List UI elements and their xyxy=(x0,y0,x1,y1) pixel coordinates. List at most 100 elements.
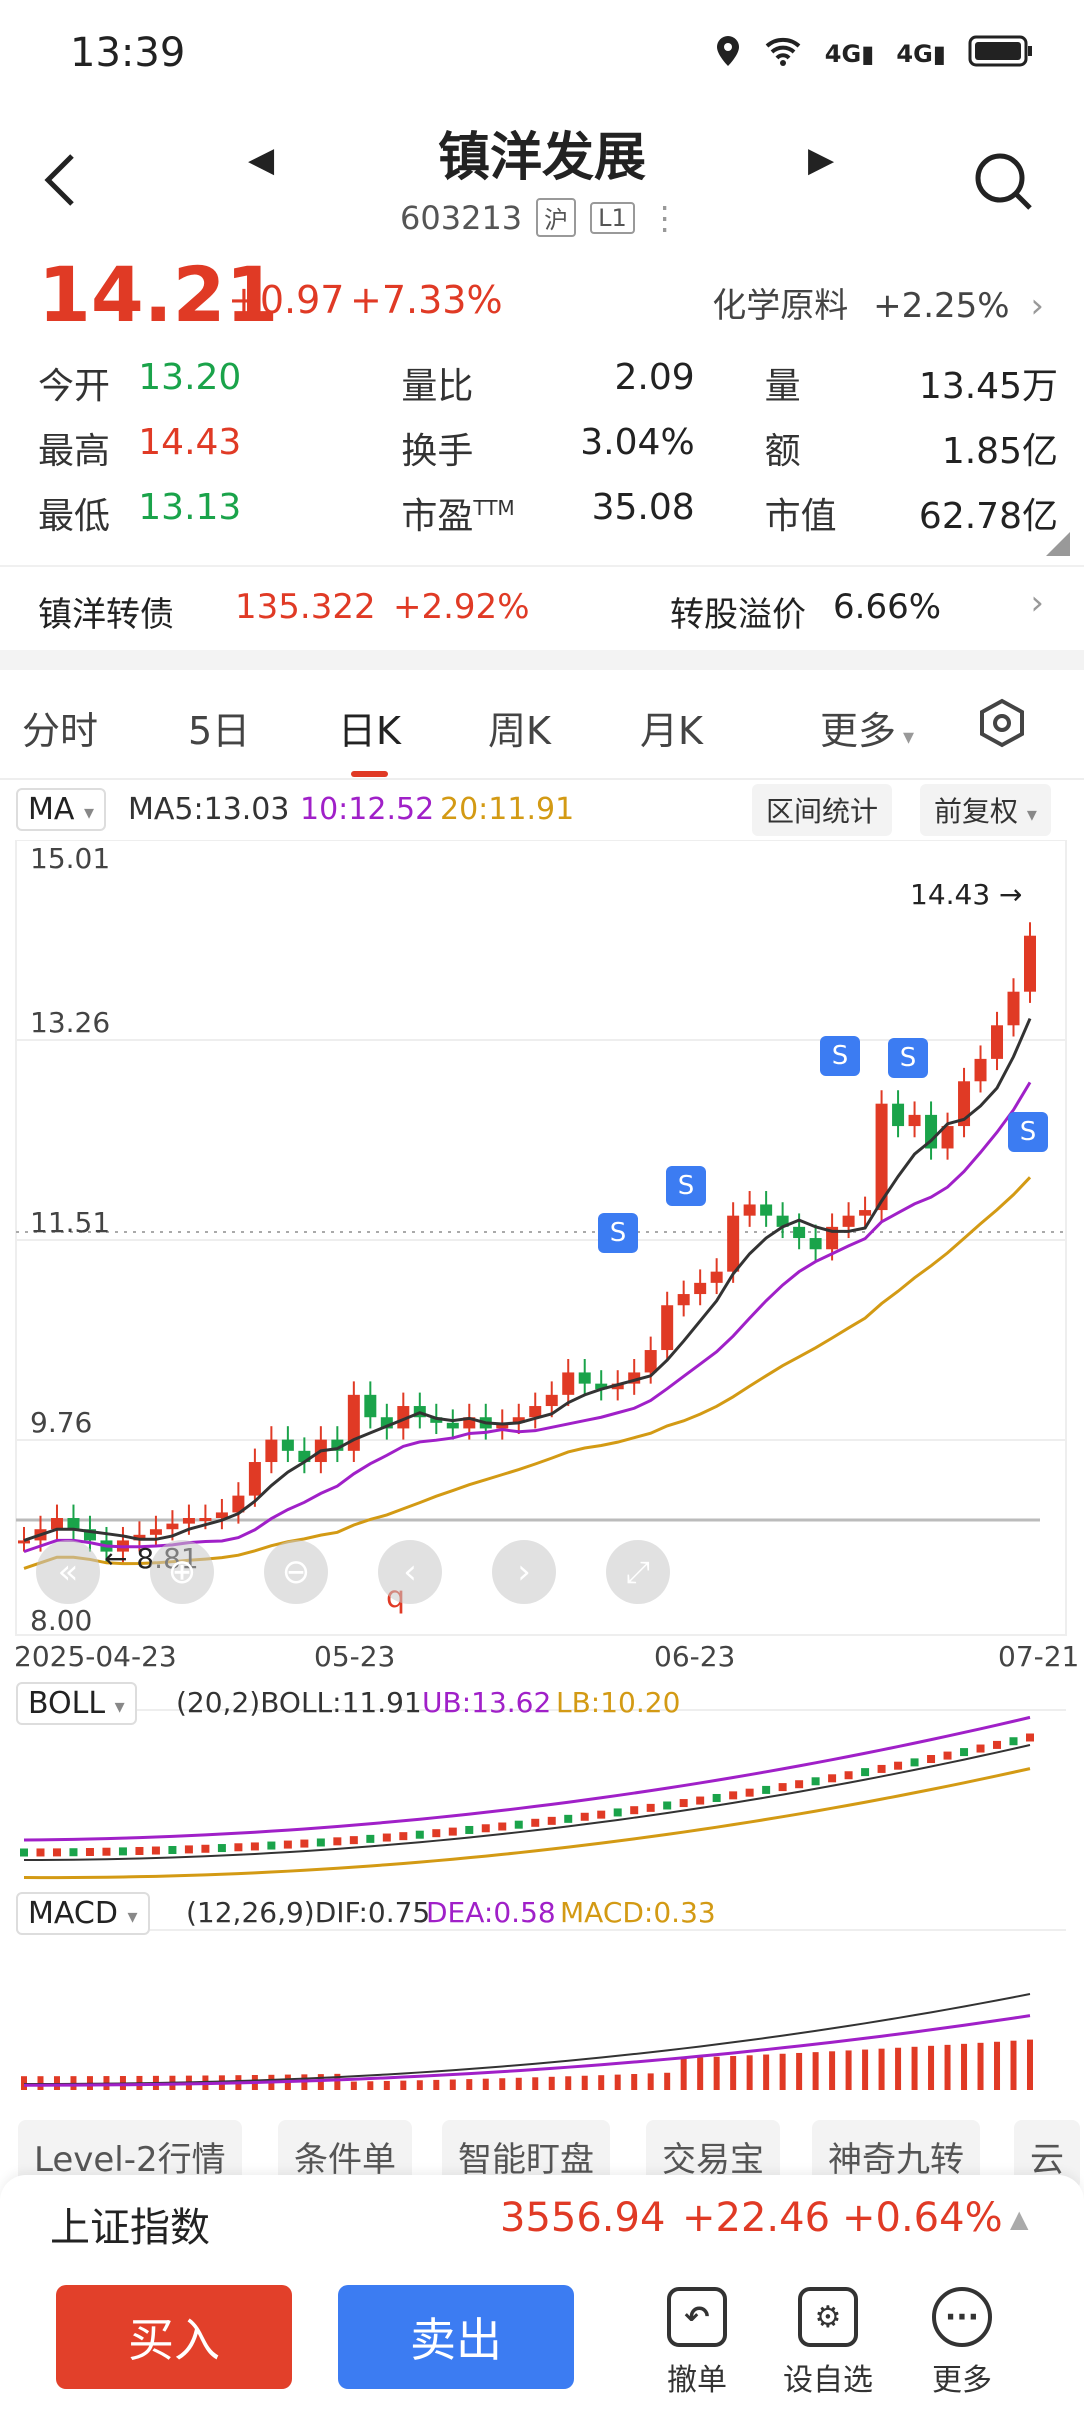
candle-body xyxy=(941,1126,954,1149)
chevron-right-icon: › xyxy=(1030,286,1044,326)
left-icon[interactable]: ‹ xyxy=(378,1540,442,1604)
caret-up-icon[interactable]: ▲ xyxy=(1010,2205,1029,2233)
boll-candle xyxy=(316,1838,325,1847)
boll-candle xyxy=(910,1758,919,1767)
boll-candle xyxy=(547,1816,556,1825)
signal-s-marker[interactable]: S xyxy=(820,1036,860,1076)
stock-header: ◀ 镇洋发展 ▶ 603213 沪 L1 ⋮ xyxy=(0,110,1084,250)
tab-5day[interactable]: 5日 xyxy=(188,709,251,753)
signal-s-marker[interactable]: S xyxy=(598,1213,638,1253)
candle-body xyxy=(644,1350,657,1373)
chevron-right-icon: › xyxy=(1030,583,1044,623)
adjust-button[interactable]: 前复权 ▾ xyxy=(920,784,1051,836)
stat-label: 量比 xyxy=(401,365,474,407)
caret-down-icon: ▾ xyxy=(83,800,94,824)
macd-bar xyxy=(614,2074,621,2090)
macd-selector[interactable]: MACD ▾ xyxy=(16,1892,150,1935)
macd-bar xyxy=(845,2050,852,2090)
index-strip[interactable]: 上证指数 3556.94 +22.46 +0.64% ▲ xyxy=(0,2175,1084,2275)
premium-value: 6.66% xyxy=(833,587,942,627)
candle-body xyxy=(991,1025,1004,1059)
candle-body xyxy=(67,1518,80,1530)
candle-body xyxy=(661,1305,674,1351)
boll-candle xyxy=(432,1829,441,1838)
stat-value: 2.09 xyxy=(614,356,695,398)
macd-bar xyxy=(878,2048,885,2090)
boll-candle xyxy=(36,1848,45,1857)
back-icon[interactable] xyxy=(40,150,80,214)
settings-hex-icon[interactable] xyxy=(978,698,1026,757)
price-change: +0.97 xyxy=(228,278,345,322)
next-stock-icon[interactable]: ▶ xyxy=(808,140,835,180)
candle-body xyxy=(496,1422,509,1429)
macd-label: MACD xyxy=(28,1896,118,1931)
boll-candle xyxy=(498,1822,507,1831)
convertible-bond-row[interactable]: 镇洋转债 135.322 +2.92% 转股溢价 6.66% › xyxy=(0,565,1084,650)
candle-body xyxy=(842,1215,855,1227)
candle-body xyxy=(446,1422,459,1429)
stat-value: 3.04% xyxy=(580,421,695,463)
fullscreen-icon[interactable]: ⤢ xyxy=(606,1540,670,1604)
boll-candle xyxy=(564,1814,573,1823)
add-watchlist-label: 设自选 xyxy=(783,2363,873,2398)
cancel-order-button[interactable]: ↶ 撤单 xyxy=(647,2287,747,2399)
macd-bar xyxy=(829,2051,836,2090)
tab-monthly-k[interactable]: 月K xyxy=(640,709,703,753)
more-button[interactable]: ··· 更多 xyxy=(912,2287,1012,2399)
price-change-pct: +7.33% xyxy=(350,278,503,322)
sell-button[interactable]: 卖出 xyxy=(338,2285,574,2389)
zoom-in-icon[interactable]: ⊕ xyxy=(150,1540,214,1604)
candle-body xyxy=(545,1394,558,1407)
tab-intraday[interactable]: 分时 xyxy=(22,709,99,753)
stat-label: 最低 xyxy=(38,495,111,537)
macd-bar xyxy=(977,2042,984,2090)
zoom-out-icon[interactable]: ⊖ xyxy=(264,1540,328,1604)
page-title: 镇洋发展 xyxy=(437,128,646,188)
rewind-icon[interactable]: « xyxy=(36,1540,100,1604)
candle-body xyxy=(677,1294,690,1306)
macd-bar xyxy=(466,2079,473,2090)
expand-corner-icon[interactable] xyxy=(1046,532,1070,560)
signal-s-marker[interactable]: S xyxy=(888,1038,928,1078)
sector-link[interactable]: 化学原料 +2.25% › xyxy=(712,278,1044,327)
macd-bar xyxy=(961,2043,968,2090)
boll-candle xyxy=(613,1808,622,1817)
ma-selector[interactable]: MA ▾ xyxy=(16,788,106,831)
tab-daily-k[interactable]: 日K xyxy=(338,700,401,777)
more-dots-icon[interactable]: ⋮ xyxy=(648,198,681,237)
range-stats-button[interactable]: 区间统计 xyxy=(752,784,893,836)
candle-body xyxy=(364,1394,377,1418)
stat-value: 13.13 xyxy=(138,486,242,528)
y-label: 11.51 xyxy=(30,1206,111,1239)
boll-selector[interactable]: BOLL ▾ xyxy=(16,1682,137,1725)
boll-candle xyxy=(828,1774,837,1783)
boll-candle xyxy=(514,1820,523,1829)
more-label: 更多 xyxy=(932,2363,992,2398)
kline-chart-area[interactable]: 15.01 13.26 11.51 9.76 8.00 14.43 → ← 8.… xyxy=(0,839,1084,2110)
macd-bar xyxy=(812,2052,819,2090)
signal-s-marker[interactable]: S xyxy=(666,1166,706,1206)
wifi-icon xyxy=(763,36,803,72)
search-icon[interactable] xyxy=(972,150,1036,218)
boll-candle xyxy=(712,1793,721,1802)
quote-panel: 14.21 +0.97 +7.33% 化学原料 +2.25% › 今开 13.20… xyxy=(0,250,1084,560)
market-tag: 沪 xyxy=(536,198,577,237)
prev-stock-icon[interactable]: ◀ xyxy=(248,140,275,180)
candle-body xyxy=(248,1462,261,1496)
tab-weekly-k[interactable]: 周K xyxy=(488,709,551,753)
boll-candle xyxy=(267,1841,276,1850)
add-watchlist-button[interactable]: ⚙ 设自选 xyxy=(778,2287,878,2399)
signal-s-marker[interactable]: S xyxy=(1008,1112,1048,1152)
tab-more[interactable]: 更多 ▾ xyxy=(820,700,914,755)
boll-candle xyxy=(531,1818,540,1827)
right-icon[interactable]: › xyxy=(492,1540,556,1604)
macd-bar xyxy=(367,2081,374,2090)
boll-candle xyxy=(1009,1737,1018,1746)
buy-button[interactable]: 买入 xyxy=(56,2285,292,2389)
macd-bar xyxy=(400,2080,407,2090)
boll-candle xyxy=(580,1812,589,1821)
x-label: 07-21 xyxy=(998,1640,1080,1673)
macd-bar xyxy=(746,2055,753,2090)
period-tabs: 分时 5日 日K 周K 月K 更多 ▾ xyxy=(0,670,1084,780)
candle-body xyxy=(380,1417,393,1429)
